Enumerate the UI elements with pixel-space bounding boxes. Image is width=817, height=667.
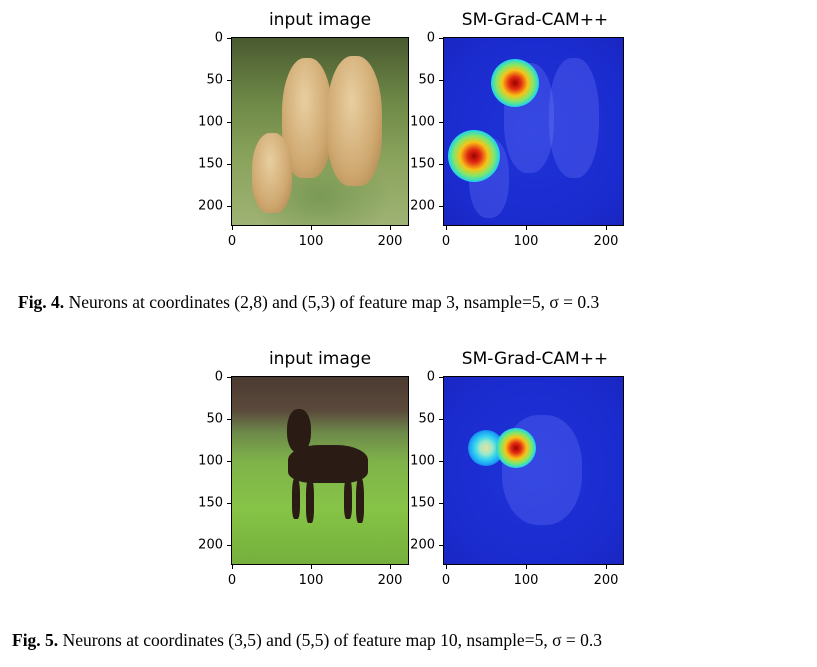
x-tick-label: 200: [377, 573, 403, 588]
y-tick-mark: [439, 377, 443, 378]
x-tick-mark: [446, 565, 447, 569]
x-tick-mark: [232, 226, 233, 230]
lion-cub-shape: [327, 56, 382, 186]
y-tick-mark: [439, 545, 443, 546]
y-tick-label: 200: [410, 198, 435, 214]
y-tick-label: 50: [418, 72, 435, 88]
fig4-left-panel-title: input image: [268, 10, 372, 30]
fig4-heatmap: [443, 37, 624, 226]
y-tick-mark: [227, 545, 231, 546]
y-tick-label: 0: [426, 369, 435, 385]
y-tick-mark: [439, 38, 443, 39]
y-tick-label: 150: [198, 156, 223, 172]
x-tick-label: 100: [298, 573, 324, 588]
y-tick-mark: [439, 80, 443, 81]
x-tick-mark: [606, 226, 607, 230]
dog-shape: [356, 477, 364, 523]
y-tick-label: 50: [418, 411, 435, 427]
y-tick-mark: [227, 503, 231, 504]
x-tick-mark: [526, 226, 527, 230]
fig4-caption: Fig. 4. Neurons at coordinates (2,8) and…: [18, 292, 599, 313]
y-tick-mark: [227, 461, 231, 462]
fig4-input-image: [231, 37, 409, 226]
y-tick-label: 0: [426, 30, 435, 46]
fig5-heatmap: [443, 376, 624, 565]
y-tick-label: 200: [198, 537, 223, 553]
y-tick-mark: [439, 419, 443, 420]
y-tick-mark: [439, 503, 443, 504]
fig5-right-panel-title: SM-Grad-CAM++: [461, 349, 609, 369]
x-tick-label: 100: [298, 234, 324, 249]
dog-shape: [287, 409, 311, 453]
x-tick-label: 200: [593, 234, 619, 249]
dog-shape: [344, 477, 352, 519]
y-tick-label: 200: [410, 537, 435, 553]
activation-hotspot: [491, 59, 539, 107]
y-tick-label: 100: [410, 114, 435, 130]
x-tick-mark: [232, 565, 233, 569]
activation-hotspot: [496, 428, 536, 468]
x-tick-label: 200: [377, 234, 403, 249]
y-tick-mark: [227, 164, 231, 165]
fig5-caption-label: Fig. 5.: [12, 630, 59, 650]
fig4-caption-label: Fig. 4.: [18, 292, 65, 312]
fig4-caption-text: Neurons at coordinates (2,8) and (5,3) o…: [68, 292, 600, 312]
y-tick-label: 0: [214, 30, 223, 46]
dog-shape: [292, 477, 300, 519]
x-tick-mark: [311, 226, 312, 230]
x-tick-mark: [526, 565, 527, 569]
y-tick-mark: [227, 206, 231, 207]
y-tick-label: 0: [214, 369, 223, 385]
fig5-caption: Fig. 5. Neurons at coordinates (3,5) and…: [12, 630, 602, 651]
y-tick-mark: [439, 461, 443, 462]
y-tick-mark: [439, 122, 443, 123]
dog-shape: [306, 477, 314, 523]
y-tick-label: 100: [198, 114, 223, 130]
x-tick-label: 200: [593, 573, 619, 588]
y-tick-label: 100: [198, 453, 223, 469]
y-tick-mark: [439, 164, 443, 165]
fig5-input-image: [231, 376, 409, 565]
x-tick-label: 0: [441, 573, 451, 588]
x-tick-label: 0: [227, 573, 237, 588]
fig5-caption-text: Neurons at coordinates (3,5) and (5,5) o…: [62, 630, 602, 650]
y-tick-label: 200: [198, 198, 223, 214]
x-tick-label: 0: [441, 234, 451, 249]
x-tick-mark: [390, 565, 391, 569]
y-tick-mark: [227, 38, 231, 39]
y-tick-mark: [227, 419, 231, 420]
activation-hotspot: [448, 130, 500, 182]
x-tick-mark: [606, 565, 607, 569]
y-tick-mark: [227, 122, 231, 123]
x-tick-mark: [311, 565, 312, 569]
y-tick-label: 150: [410, 495, 435, 511]
y-tick-label: 50: [206, 411, 223, 427]
lion-cub-shape: [252, 133, 292, 213]
y-tick-mark: [227, 80, 231, 81]
x-tick-mark: [446, 226, 447, 230]
fig4-right-panel-title: SM-Grad-CAM++: [461, 10, 609, 30]
x-tick-mark: [390, 226, 391, 230]
y-tick-label: 150: [198, 495, 223, 511]
fig5-left-panel-title: input image: [268, 349, 372, 369]
x-tick-label: 100: [513, 234, 539, 249]
y-tick-label: 50: [206, 72, 223, 88]
y-tick-label: 150: [410, 156, 435, 172]
x-tick-label: 100: [513, 573, 539, 588]
x-tick-label: 0: [227, 234, 237, 249]
y-tick-label: 100: [410, 453, 435, 469]
heatmap-overlay-silhouette: [549, 58, 599, 178]
y-tick-mark: [439, 206, 443, 207]
y-tick-mark: [227, 377, 231, 378]
